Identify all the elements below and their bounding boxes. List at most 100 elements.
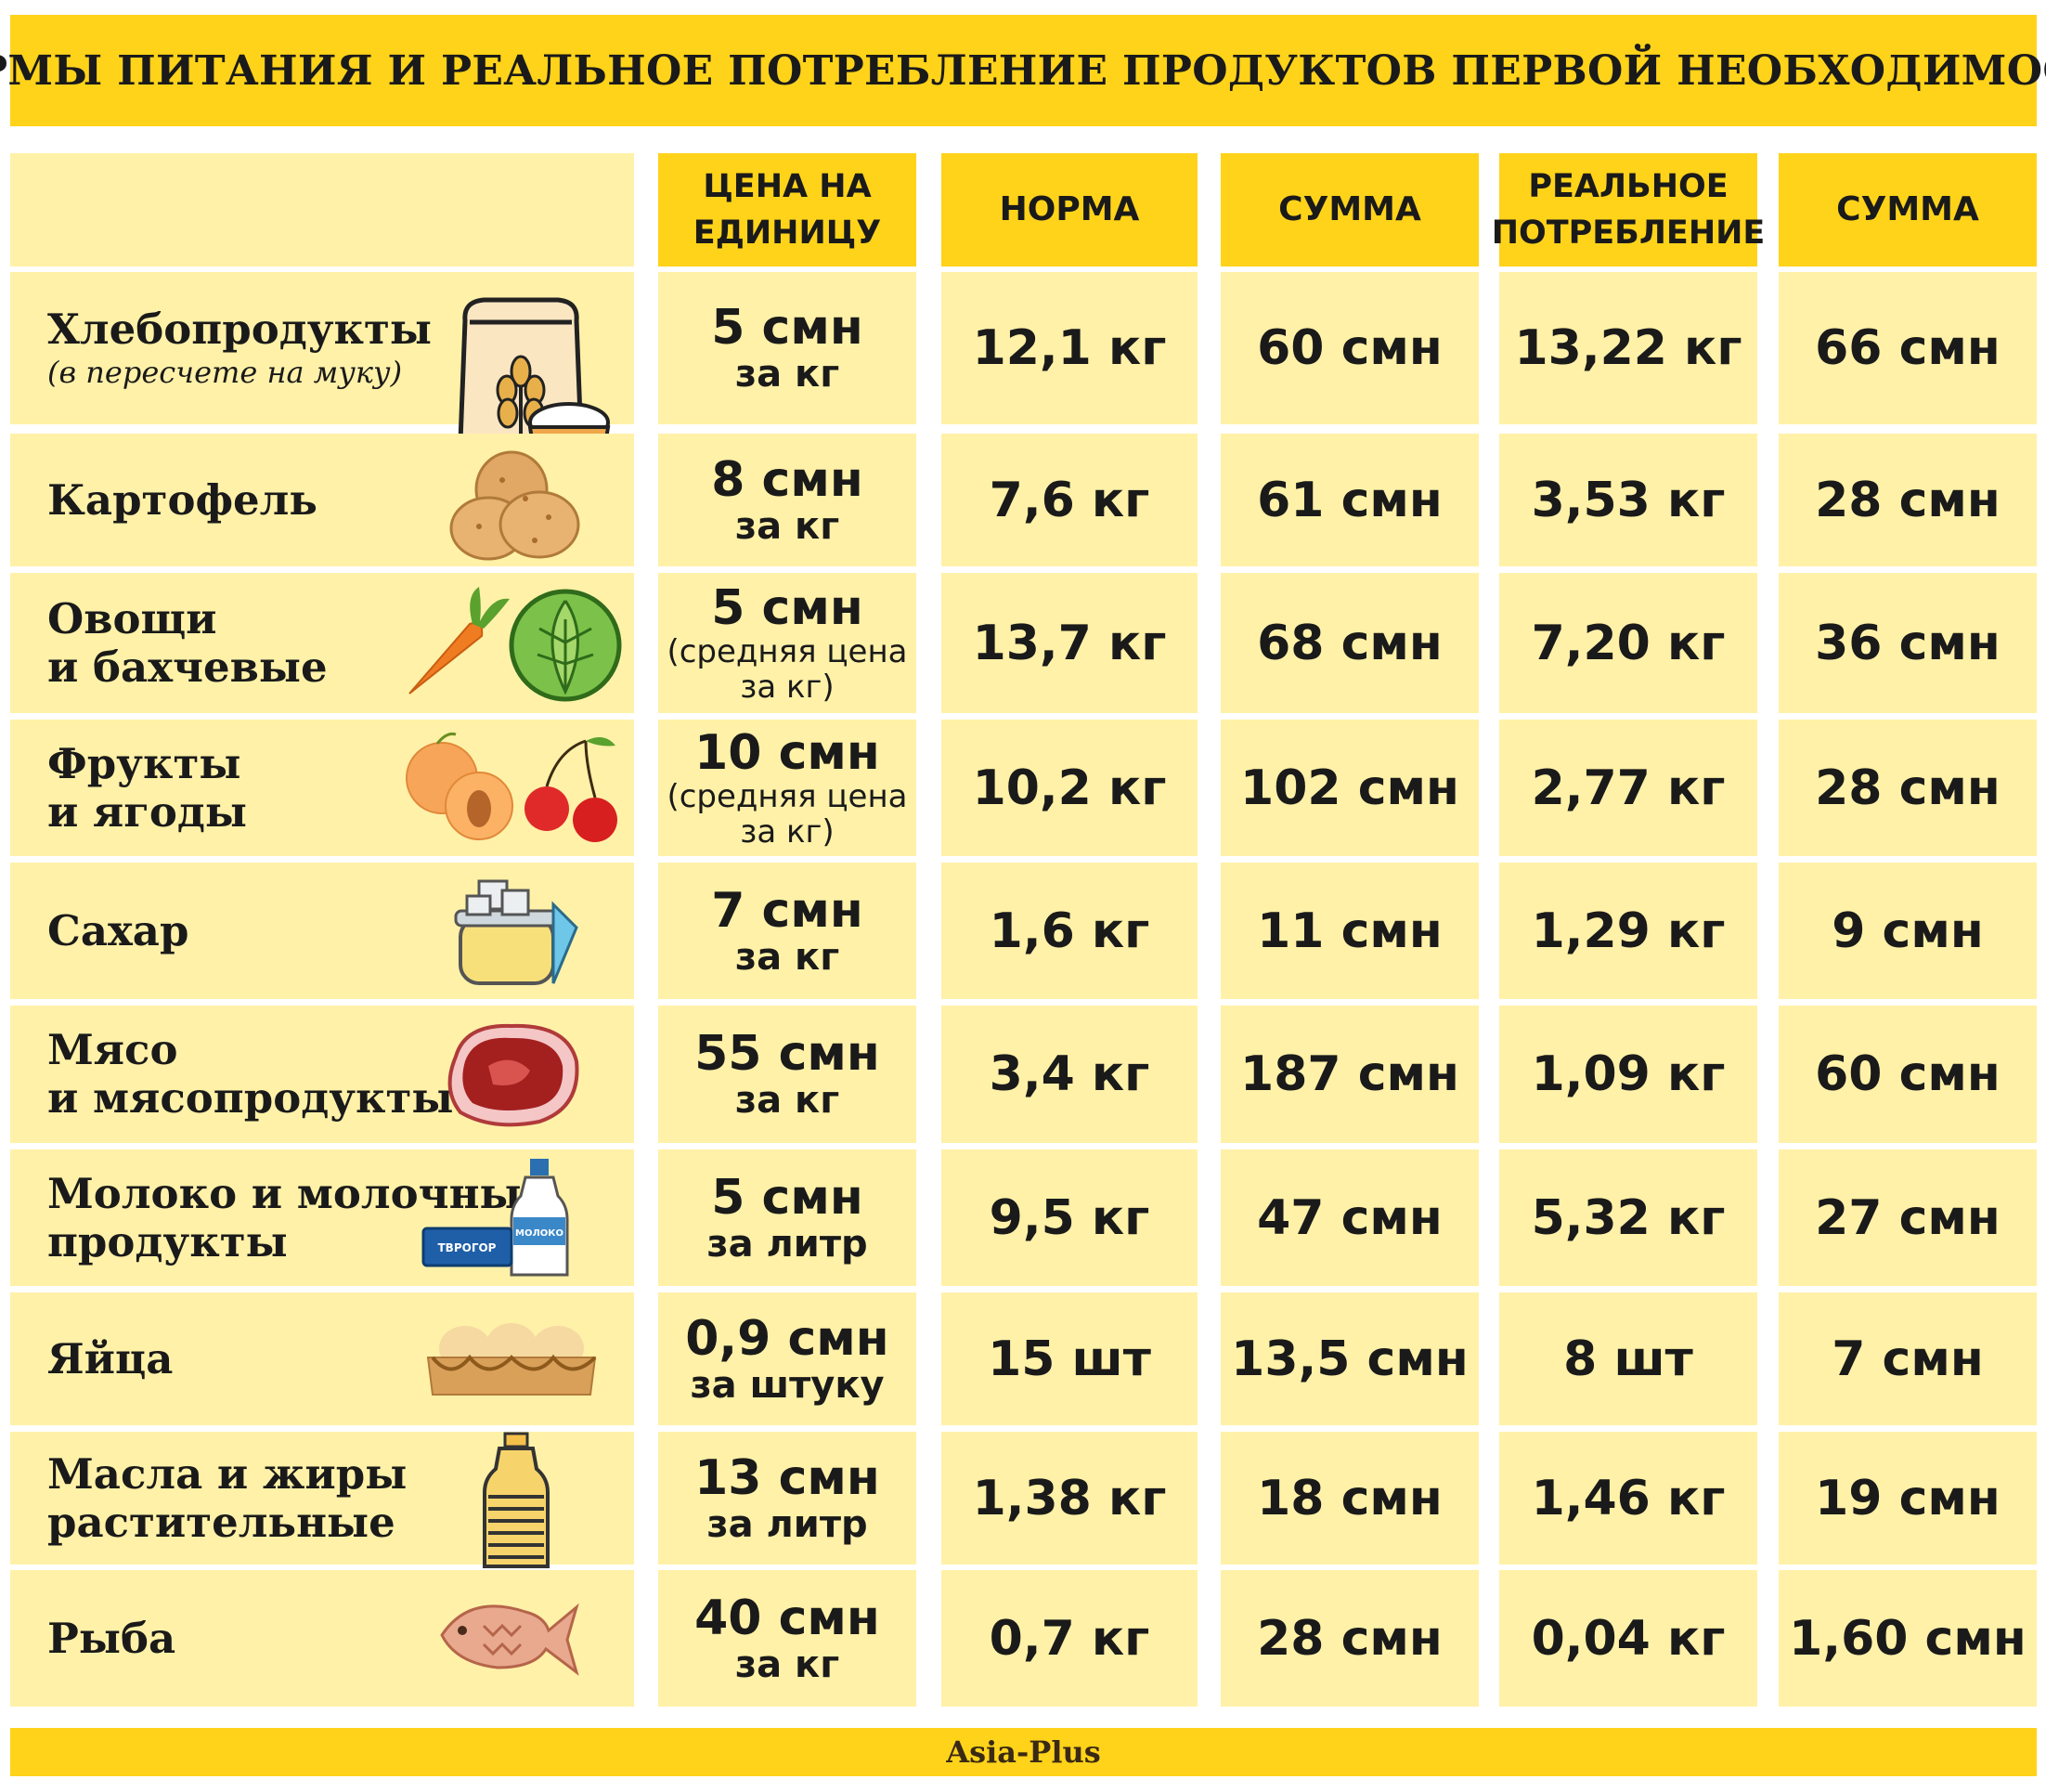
real-sum-value-cell: 28 смн bbox=[1779, 720, 2037, 856]
product-cell: Мясо и мясопродукты bbox=[10, 1006, 634, 1143]
header-norm: НОРМА bbox=[941, 153, 1198, 266]
price-unit: за кг bbox=[734, 353, 840, 396]
product-name: Яйца bbox=[47, 1333, 174, 1383]
product-cell: Молоко и молочные продукты МОЛОКО ТВРОГО… bbox=[10, 1149, 634, 1286]
norm-sum-value-cell: 187 смн bbox=[1221, 1006, 1479, 1143]
real-sum-value-cell: 28 смн bbox=[1779, 434, 2037, 566]
real-sum-value-cell: 1,60 смн bbox=[1779, 1570, 2037, 1707]
real-value-cell: 2,77 кг bbox=[1499, 720, 1757, 856]
price-cell: 10 смн (средняя цена за кг) bbox=[658, 720, 916, 856]
price-value: 55 смн bbox=[694, 1026, 880, 1082]
price-value: 5 смн bbox=[711, 579, 863, 636]
real-sum-value: 1,60 смн bbox=[1789, 1610, 2027, 1667]
real-value: 5,32 кг bbox=[1531, 1189, 1726, 1246]
norm-sum-value: 11 смн bbox=[1257, 902, 1443, 959]
real-value-cell: 13,22 кг bbox=[1499, 272, 1757, 424]
norm-value: 0,7 кг bbox=[989, 1610, 1150, 1667]
norm-value-cell: 15 шт bbox=[941, 1292, 1198, 1425]
real-sum-value: 28 смн bbox=[1815, 760, 2001, 816]
page-title: НОРМЫ ПИТАНИЯ И РЕАЛЬНОЕ ПОТРЕБЛЕНИЕ ПРО… bbox=[0, 46, 2046, 95]
norm-sum-value: 187 смн bbox=[1240, 1046, 1459, 1102]
price-cell: 5 смн за кг bbox=[658, 272, 916, 424]
price-unit: за кг bbox=[734, 1079, 840, 1122]
real-sum-value-cell: 66 смн bbox=[1779, 272, 2037, 424]
norm-sum-value-cell: 61 смн bbox=[1221, 434, 1479, 566]
price-value: 7 смн bbox=[711, 882, 863, 939]
norm-sum-value-cell: 13,5 смн bbox=[1221, 1292, 1479, 1425]
milk-label: МОЛОКО bbox=[515, 1228, 563, 1239]
price-value: 10 смн bbox=[694, 724, 880, 781]
header-real: РЕАЛЬНОЕ ПОТРЕБЛЕНИЕ bbox=[1492, 153, 1765, 266]
footer-brand: Asia-Plus bbox=[946, 1734, 1101, 1770]
norm-value-cell: 10,2 кг bbox=[941, 720, 1198, 856]
product-cell: Сахар bbox=[10, 863, 634, 999]
price-value: 5 смн bbox=[711, 1169, 863, 1226]
oil-bottle-icon bbox=[479, 1432, 553, 1575]
norm-value: 1,38 кг bbox=[972, 1470, 1167, 1526]
norm-sum-value-cell: 60 смн bbox=[1221, 272, 1479, 424]
real-sum-value-cell: 36 смн bbox=[1779, 573, 2037, 713]
real-value: 8 шт bbox=[1563, 1331, 1693, 1387]
norm-sum-value: 18 смн bbox=[1257, 1470, 1443, 1526]
norm-value-cell: 12,1 кг bbox=[941, 272, 1198, 424]
product-name: Фрукты и ягоды bbox=[47, 738, 247, 837]
price-note: (средняя цена за кг) bbox=[667, 632, 908, 706]
product-cell: Картофель bbox=[10, 434, 634, 566]
milk-bottle-icon: МОЛОКО ТВРОГОР bbox=[419, 1154, 586, 1288]
real-sum-value-cell: 19 смн bbox=[1779, 1432, 2037, 1565]
real-sum-value: 19 смн bbox=[1815, 1470, 2001, 1526]
egg-tray-icon bbox=[423, 1311, 600, 1408]
product-cell: Овощи и бахчевые bbox=[10, 573, 634, 713]
norm-value-cell: 1,38 кг bbox=[941, 1432, 1198, 1565]
norm-value: 9,5 кг bbox=[989, 1189, 1150, 1246]
norm-value: 1,6 кг bbox=[989, 902, 1150, 959]
real-value-cell: 5,32 кг bbox=[1499, 1149, 1757, 1286]
price-value: 5 смн bbox=[711, 300, 863, 356]
product-name: Молоко и молочные продукты bbox=[47, 1168, 549, 1266]
price-unit: за литр bbox=[706, 1222, 868, 1266]
title-bar: НОРМЫ ПИТАНИЯ И РЕАЛЬНОЕ ПОТРЕБЛЕНИЕ ПРО… bbox=[0, 15, 2046, 126]
header-product-cell bbox=[10, 153, 634, 266]
price-value: 8 смн bbox=[711, 451, 863, 508]
product-cell: Рыба bbox=[10, 1570, 634, 1707]
price-cell: 40 смн за кг bbox=[658, 1570, 916, 1707]
real-value-cell: 0,04 кг bbox=[1499, 1570, 1757, 1707]
potato-icon bbox=[447, 443, 586, 567]
real-value: 1,09 кг bbox=[1531, 1046, 1726, 1102]
norm-value: 10,2 кг bbox=[972, 760, 1167, 816]
real-value-cell: 3,53 кг bbox=[1499, 434, 1757, 566]
real-sum-value: 60 смн bbox=[1815, 1046, 2001, 1102]
real-value: 7,20 кг bbox=[1531, 615, 1726, 671]
product-name: Овощи и бахчевые bbox=[47, 593, 328, 692]
meat-steak-icon bbox=[437, 1015, 586, 1139]
norm-sum-value: 68 смн bbox=[1257, 615, 1443, 671]
price-value: 40 смн bbox=[694, 1590, 880, 1646]
real-value: 2,77 кг bbox=[1531, 760, 1726, 816]
real-sum-value-cell: 9 смн bbox=[1779, 863, 2037, 999]
norm-sum-value-cell: 18 смн bbox=[1221, 1432, 1479, 1565]
norm-sum-value-cell: 102 смн bbox=[1221, 720, 1479, 856]
norm-sum-value: 61 смн bbox=[1257, 472, 1443, 528]
product-name: Мясо и мясопродукты bbox=[47, 1025, 454, 1123]
header-real-sum: СУММА bbox=[1779, 153, 2037, 266]
product-name: Картофель bbox=[47, 474, 317, 525]
real-value-cell: 1,29 кг bbox=[1499, 863, 1757, 999]
price-cell: 13 смн за литр bbox=[658, 1432, 916, 1565]
norm-sum-value: 102 смн bbox=[1240, 760, 1459, 816]
norm-value-cell: 7,6 кг bbox=[941, 434, 1198, 566]
curd-label: ТВРОГОР bbox=[438, 1241, 497, 1254]
norm-value-cell: 9,5 кг bbox=[941, 1149, 1198, 1286]
real-sum-value-cell: 7 смн bbox=[1779, 1292, 2037, 1425]
real-value-cell: 1,09 кг bbox=[1499, 1006, 1757, 1143]
header-price: ЦЕНА НА ЕДИНИЦУ bbox=[658, 153, 916, 266]
product-cell: Масла и жиры растительные bbox=[10, 1432, 634, 1568]
real-value-cell: 7,20 кг bbox=[1499, 573, 1757, 713]
norm-sum-value-cell: 28 смн bbox=[1221, 1570, 1479, 1707]
price-cell: 0,9 смн за штуку bbox=[658, 1292, 916, 1425]
price-unit: за штуку bbox=[690, 1363, 885, 1407]
price-cell: 55 смн за кг bbox=[658, 1006, 916, 1143]
product-name: Сахар bbox=[47, 905, 189, 955]
sugar-bowl-icon bbox=[447, 872, 586, 996]
norm-value: 15 шт bbox=[988, 1331, 1151, 1387]
peach-cherry-icon bbox=[400, 727, 623, 851]
